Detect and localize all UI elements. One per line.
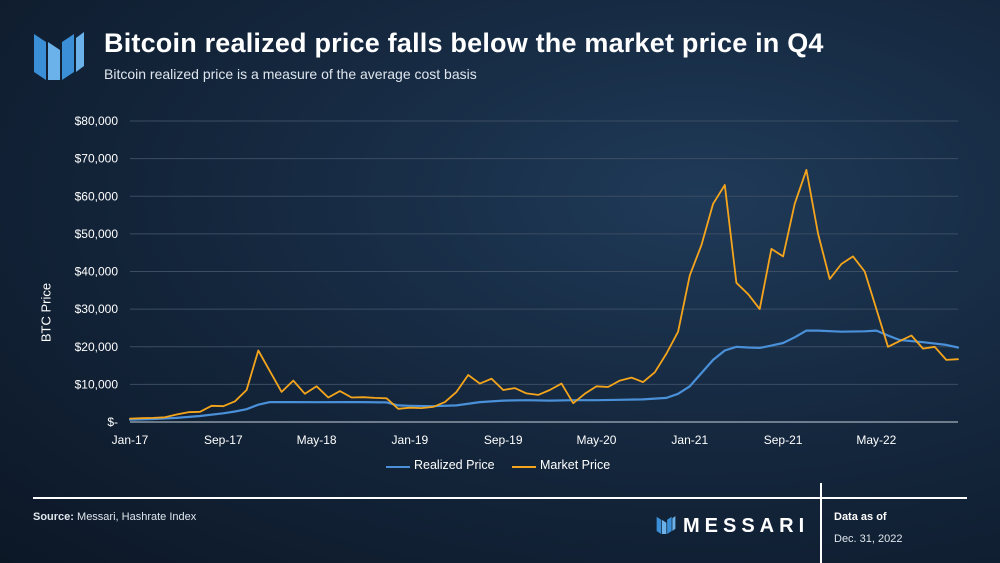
y-tick-label: $30,000 (75, 302, 119, 316)
x-tick-label: May-22 (856, 433, 896, 447)
realized-price-line (128, 329, 960, 421)
chart-legend: Realized Price Market Price (0, 458, 1000, 476)
source-note: Source: Messari, Hashrate Index (33, 511, 196, 523)
y-axis-label: BTC Price (38, 282, 54, 343)
y-tick-label: $10,000 (75, 377, 119, 391)
x-tick-label: Jan-17 (112, 433, 149, 447)
x-tick-label: May-18 (297, 433, 337, 447)
messari-brand-icon (656, 516, 676, 534)
x-tick-label: Sep-19 (484, 433, 523, 447)
footer-vertical-divider (820, 483, 822, 563)
y-tick-label: $60,000 (75, 189, 119, 203)
chart-title: Bitcoin realized price falls below the m… (104, 28, 824, 58)
data-as-of-label: Data as of (834, 511, 887, 523)
y-tick-label: $40,000 (75, 265, 119, 279)
x-tick-label: Sep-21 (764, 433, 803, 447)
y-tick-label: $50,000 (75, 227, 119, 241)
footer-divider (33, 497, 967, 499)
market-price-line (129, 169, 959, 420)
brand-name: MESSARI (683, 515, 810, 537)
legend-swatch-market (512, 466, 536, 468)
legend-label-market: Market Price (540, 458, 611, 472)
y-tick-label: $20,000 (75, 340, 119, 354)
y-tick-label: $70,000 (75, 152, 119, 166)
messari-logo-icon (34, 32, 84, 80)
chart-subtitle: Bitcoin realized price is a measure of t… (104, 66, 477, 82)
source-label: Source: (33, 511, 74, 523)
x-tick-label: Jan-21 (671, 433, 708, 447)
x-tick-label: Jan-19 (392, 433, 429, 447)
x-tick-label: May-20 (576, 433, 616, 447)
legend-label-realized: Realized Price (414, 458, 495, 472)
y-tick-label: $80,000 (75, 114, 119, 128)
data-as-of-date: Dec. 31, 2022 (834, 533, 903, 545)
y-tick-label: $- (107, 415, 118, 429)
x-tick-label: Sep-17 (204, 433, 243, 447)
source-text: Messari, Hashrate Index (77, 511, 197, 523)
price-chart: $- $10,000 $20,000 $30,000 $40,000 $50,000 $60… (75, 114, 960, 447)
legend-swatch-realized (386, 466, 410, 468)
